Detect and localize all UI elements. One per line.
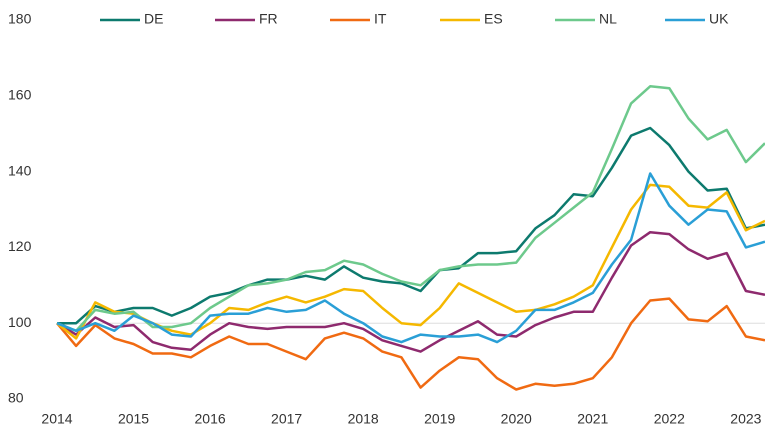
x-tick-label: 2014 xyxy=(41,411,72,427)
legend-label: DE xyxy=(144,11,163,27)
series-line xyxy=(56,85,765,333)
y-tick-label: 100 xyxy=(8,314,32,330)
legend-label: IT xyxy=(374,11,387,27)
y-tick-label: 160 xyxy=(8,87,32,103)
y-tick-label: 180 xyxy=(8,11,32,27)
series-line xyxy=(57,126,765,325)
x-tick-label: 2021 xyxy=(577,411,608,427)
legend-label: NL xyxy=(599,11,617,27)
legend-label: UK xyxy=(709,11,729,27)
series-line xyxy=(56,230,765,353)
x-tick-label: 2015 xyxy=(118,411,149,427)
y-tick-label: 80 xyxy=(8,390,24,406)
y-tick-label: 120 xyxy=(8,238,32,254)
series-line xyxy=(56,297,765,391)
x-tick-label: 2019 xyxy=(424,411,455,427)
x-tick-label: 2023 xyxy=(730,411,761,427)
legend-label: FR xyxy=(259,11,278,27)
series-line xyxy=(56,183,765,340)
x-tick-label: 2016 xyxy=(195,411,226,427)
x-tick-label: 2017 xyxy=(271,411,302,427)
x-tick-label: 2018 xyxy=(348,411,379,427)
series-line xyxy=(56,172,765,344)
x-tick-label: 2020 xyxy=(501,411,532,427)
y-tick-label: 140 xyxy=(8,162,32,178)
x-tick-label: 2022 xyxy=(654,411,685,427)
legend-label: ES xyxy=(484,11,503,27)
